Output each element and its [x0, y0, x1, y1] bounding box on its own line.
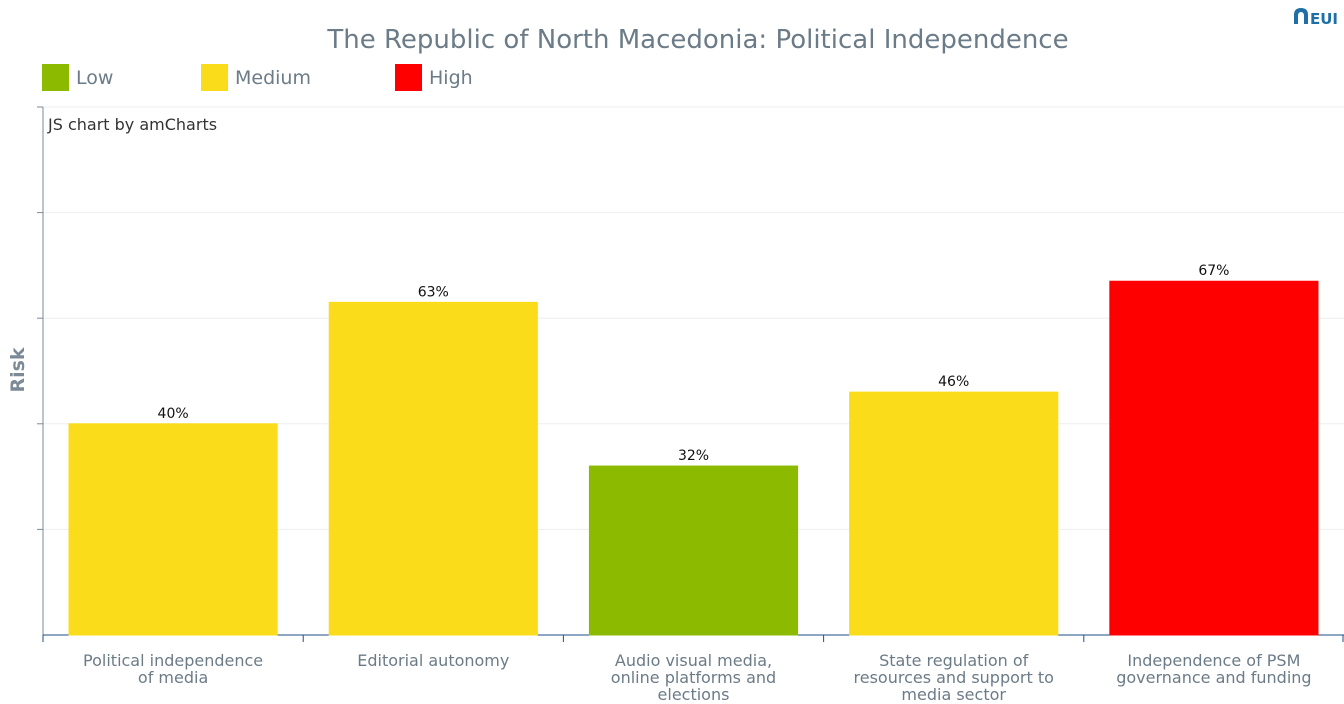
bar-value-label: 67% [1198, 263, 1229, 279]
bars [68, 280, 1319, 636]
bar-5[interactable] [1109, 280, 1319, 636]
amcharts-credit[interactable]: JS chart by amCharts [47, 115, 217, 134]
legend-swatch-low[interactable] [42, 64, 69, 91]
category-label: governance and funding [1116, 668, 1311, 687]
bar-3[interactable] [588, 465, 799, 636]
category-label: Political independence [83, 651, 263, 670]
bar-value-label: 40% [158, 406, 189, 422]
legend-swatch-high[interactable] [395, 64, 422, 91]
bar-value-label: 32% [678, 448, 709, 464]
eui-arch-icon [1294, 8, 1308, 24]
legend: Low Medium High [42, 64, 473, 91]
category-label: State regulation of [879, 651, 1029, 670]
bar-2[interactable] [328, 301, 538, 636]
category-label: Independence of PSM [1127, 651, 1300, 670]
category-label: Audio visual media, [615, 651, 772, 670]
legend-swatch-medium[interactable] [201, 64, 228, 91]
category-label: Editorial autonomy [357, 651, 509, 670]
bar-value-label: 46% [938, 374, 969, 390]
category-label: of media [138, 668, 208, 687]
logo-text: EUI [1310, 10, 1338, 28]
bar-4[interactable] [849, 391, 1059, 636]
eui-logo: EUI [1294, 8, 1338, 28]
bar-1[interactable] [68, 423, 278, 636]
legend-label-high[interactable]: High [429, 67, 473, 89]
category-label: elections [658, 685, 730, 704]
value-labels: 40% 63% 32% 46% 67% [158, 263, 1230, 464]
legend-label-medium[interactable]: Medium [235, 67, 311, 89]
category-label: resources and support to [854, 668, 1054, 687]
category-label: online platforms and [611, 668, 776, 687]
category-label: media sector [901, 685, 1006, 704]
legend-label-low[interactable]: Low [76, 67, 113, 89]
bar-value-label: 63% [418, 284, 449, 300]
y-axis-label: Risk [7, 347, 29, 392]
chart-title: The Republic of North Macedonia: Politic… [326, 25, 1068, 55]
